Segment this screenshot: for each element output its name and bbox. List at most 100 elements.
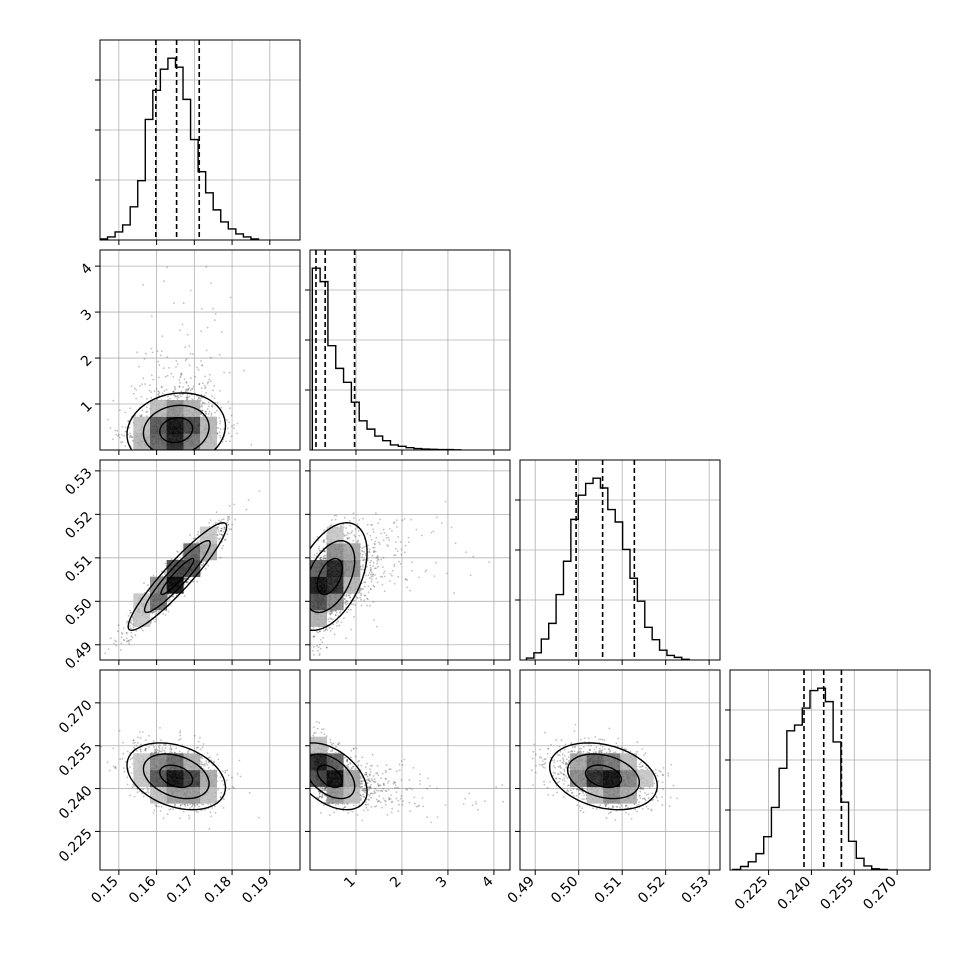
sample-point [140,415,143,417]
sample-point [247,498,250,501]
sample-point [142,283,145,286]
sample-point [319,638,322,641]
panel-frame [99,39,301,241]
sample-point [323,630,325,632]
sample-point [219,436,222,439]
sample-point [183,595,186,598]
sample-point [158,392,161,395]
sample-point [191,398,194,400]
sample-point [115,433,117,436]
sample-point [218,431,221,433]
sample-point [210,414,213,416]
sample-point [397,536,400,538]
sample-point [209,380,212,383]
sample-point [185,358,188,360]
sample-point [121,426,124,428]
sample-point [228,528,231,530]
sample-point [129,436,131,439]
sample-point [224,538,227,541]
contour-level-2 [142,404,210,450]
sample-point [440,522,443,524]
sample-point [178,385,181,388]
sample-point [189,289,192,292]
sample-point [132,626,135,629]
sample-point [150,391,153,393]
sample-point [221,331,223,333]
sample-point [312,646,315,648]
sample-point [373,551,375,553]
sample-point [158,391,160,393]
sample-point [189,352,192,355]
sample-point [387,536,390,539]
sample-point [191,387,194,390]
sample-point [415,528,418,531]
sample-point [151,351,154,354]
sample-point [200,393,203,396]
sample-point [404,578,407,581]
sample-point [220,520,222,523]
sample-point [128,639,131,642]
sample-point [321,641,324,644]
sample-point [176,551,179,553]
sample-point [213,385,216,387]
sample-point [164,614,167,616]
sample-point [372,565,375,567]
sample-point [212,389,215,392]
sample-point [197,530,200,533]
sample-point [318,654,321,657]
sample-point [421,534,423,537]
sample-point [430,531,433,534]
sample-point [367,591,370,594]
sample-point [175,360,178,362]
sample-point [213,397,216,400]
sample-point [124,411,127,414]
sample-point [123,434,125,437]
sample-point [176,395,179,397]
sample-point [206,326,209,329]
sample-point [130,611,132,614]
contour-lines [126,392,227,450]
sample-point [152,378,155,381]
sample-point [391,530,393,532]
sample-point [116,630,119,633]
sample-point [186,97,188,99]
sample-point [174,387,177,389]
sample-point [201,564,204,567]
sample-point [362,587,365,590]
sample-point [333,633,336,636]
sample-point [182,302,185,305]
sample-point [379,543,381,545]
sample-point [376,581,379,584]
sample-point [315,630,318,633]
sample-point [220,527,223,530]
sample-point [318,652,321,655]
sample-point [225,440,227,443]
sample-point [91,373,93,375]
sample-point [220,533,223,536]
sample-point [178,379,181,381]
sample-point [130,385,133,388]
sample-point [383,570,386,573]
sample-point [391,574,393,577]
sample-point [208,522,211,524]
sample-point [199,398,202,400]
sample-point [170,558,173,561]
sample-point [216,401,219,404]
sample-point [219,422,221,425]
sample-point [166,374,169,377]
sample-point [157,360,160,363]
sample-point [127,640,130,643]
sample-point [115,640,117,643]
sample-point [149,384,151,386]
sample-point [129,432,131,435]
sample-point [112,399,115,402]
sample-point [331,519,333,521]
sample-point [201,45,203,47]
sample-point [172,390,175,393]
sample-point [178,385,181,388]
pair-panel-3-0 [100,670,300,870]
sample-point [160,354,162,357]
sample-point [367,585,370,588]
sample-point [131,636,134,639]
sample-point [223,371,226,374]
